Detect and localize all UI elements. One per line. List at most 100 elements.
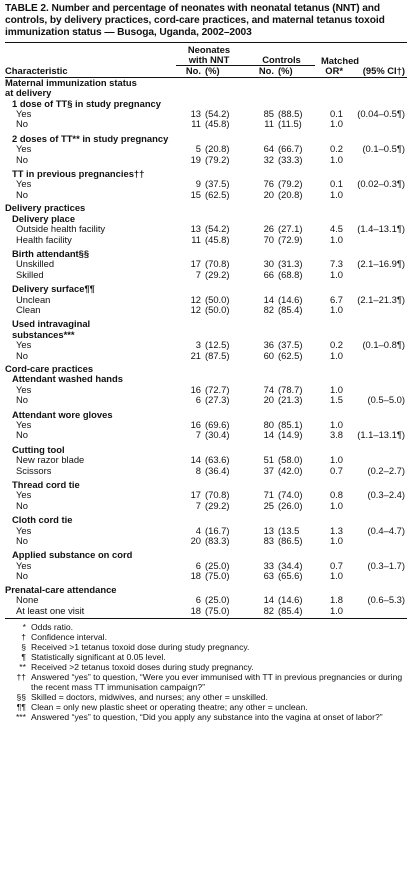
cell-nnt-percent: (79.2) <box>205 153 230 165</box>
cell-odds-ratio: 1.3 <box>329 524 343 536</box>
footnote-text: Clean = only new plastic sheet or operat… <box>31 701 308 712</box>
table-row: No 20 (83.3) 83 (86.5) 1.0 <box>5 535 407 547</box>
row-label: No <box>16 570 28 582</box>
cell-control-percent: (68.8) <box>278 268 303 280</box>
cell-control-count: 63 <box>263 570 274 582</box>
cell-control-count: 30 <box>263 258 274 270</box>
cell-control-count: 82 <box>263 604 274 616</box>
subgroup-label: 1 dose of TT§ in study pregnancy <box>12 97 161 109</box>
cell-control-percent: (21.3) <box>278 394 303 406</box>
cell-control-count: 14 <box>263 429 274 441</box>
table-row: No 19 (79.2) 32 (33.3) 1.0 <box>5 153 407 165</box>
row-label: Outside health facility <box>16 223 106 235</box>
row-label: Yes <box>16 559 32 571</box>
cell-nnt-count: 3 <box>195 339 201 351</box>
cell-control-count: 14 <box>263 594 274 606</box>
cell-nnt-percent: (70.8) <box>205 258 230 270</box>
cell-control-percent: (27.1) <box>278 223 303 235</box>
cell-control-count: 64 <box>263 143 274 155</box>
cell-control-count: 33 <box>263 559 274 571</box>
cell-control-count: 14 <box>263 293 274 305</box>
cell-control-percent: (65.6) <box>278 570 303 582</box>
cell-nnt-count: 14 <box>190 454 201 466</box>
cell-confidence-interval <box>343 351 407 361</box>
cell-control-percent: (14.9) <box>278 429 303 441</box>
cell-nnt-count: 7 <box>195 429 201 441</box>
cell-nnt-count: 13 <box>190 108 201 120</box>
cell-control-count: 76 <box>263 178 274 190</box>
subgroup-label: substances*** <box>12 328 75 340</box>
header-pct-controls: (%) <box>274 66 315 78</box>
cell-odds-ratio: 1.0 <box>329 303 343 315</box>
subgroup-row: Attendant wore gloves <box>5 406 407 420</box>
table-row: Yes 4 (16.7) 13 (13.5 1.3 (0.4–4.7) <box>5 524 407 536</box>
cell-odds-ratio: 1.0 <box>329 454 343 466</box>
table-row: Yes 3 (12.5) 36 (37.5) 0.2 (0.1–0.8¶) <box>5 339 407 351</box>
footnote: ¶¶ Clean = only new plastic sheet or oper… <box>5 702 407 712</box>
cell-confidence-interval: (0.3–2.4) <box>367 489 405 501</box>
cell-confidence-interval <box>343 571 407 581</box>
cell-nnt-count: 4 <box>195 524 201 536</box>
cell-nnt-count: 16 <box>190 383 201 395</box>
cell-nnt-count: 8 <box>195 464 201 476</box>
subgroup-label: TT in previous pregnancies†† <box>12 168 145 180</box>
cell-control-percent: (34.4) <box>278 559 303 571</box>
row-label: Yes <box>16 419 32 431</box>
cell-nnt-percent: (54.2) <box>205 223 230 235</box>
row-label: No <box>16 349 28 361</box>
table-row: None 6 (25.0) 14 (14.6) 1.8 (0.6–5.3) <box>5 594 407 606</box>
cell-nnt-count: 6 <box>195 394 201 406</box>
cell-confidence-interval: (0.02–0.3¶) <box>357 178 405 190</box>
table-row: No 6 (27.3) 20 (21.3) 1.5 (0.5–5.0) <box>5 394 407 406</box>
subgroup-label: Cutting tool <box>12 443 65 455</box>
cell-control-percent: (66.7) <box>278 143 303 155</box>
footnote: ¶ Statistically significant at 0.05 level… <box>5 652 407 662</box>
group-label: at delivery <box>5 87 52 99</box>
cell-nnt-percent: (37.5) <box>205 178 230 190</box>
footnote: † Confidence interval. <box>5 632 407 642</box>
table-row: Unskilled 17 (70.8) 30 (31.3) 7.3 (2.1–16.9¶) <box>5 258 407 270</box>
cell-confidence-interval: (0.1–0.5¶) <box>362 143 405 155</box>
table-row: No 11 (45.8) 11 (11.5) 1.0 <box>5 118 407 130</box>
footnote-mark: †† <box>16 671 26 682</box>
cell-nnt-count: 20 <box>190 535 201 547</box>
cell-control-percent: (85.1) <box>278 419 303 431</box>
cell-confidence-interval: (0.04–0.5¶) <box>357 108 405 120</box>
table-row: Yes 5 (20.8) 64 (66.7) 0.2 (0.1–0.5¶) <box>5 143 407 155</box>
cell-confidence-interval <box>343 235 407 245</box>
cell-control-count: 51 <box>263 454 274 466</box>
cell-nnt-percent: (45.8) <box>205 118 230 130</box>
header-controls: Controls <box>242 54 315 67</box>
cell-control-percent: (31.3) <box>278 258 303 270</box>
footnotes: * Odds ratio. † Confidence interval. § Receiv… <box>5 622 407 722</box>
cell-nnt-count: 15 <box>190 188 201 200</box>
footnote-text: Skilled = doctors, midwives, and nurses;… <box>31 691 268 702</box>
footnote-text: Confidence interval. <box>31 631 107 642</box>
row-label: No <box>16 118 28 130</box>
cell-control-percent: (33.3) <box>278 153 303 165</box>
cell-control-percent: (86.5) <box>278 535 303 547</box>
cell-control-percent: (11.5) <box>278 118 302 130</box>
row-label: No <box>16 429 28 441</box>
footnote: †† Answered “yes” to question, “Were you … <box>5 672 407 692</box>
subgroup-row: 1 dose of TT§ in study pregnancy <box>5 97 407 109</box>
subgroup-label: 2 doses of TT** in study pregnancy <box>12 132 169 144</box>
cell-odds-ratio: 1.0 <box>329 570 343 582</box>
subgroup-row: Thread cord tie <box>5 476 407 490</box>
cell-confidence-interval: (2.1–16.9¶) <box>357 258 405 270</box>
cell-control-percent: (88.5) <box>278 108 303 120</box>
cell-odds-ratio: 1.0 <box>329 188 343 200</box>
cell-nnt-percent: (12.5) <box>205 339 230 351</box>
cell-nnt-percent: (36.4) <box>205 464 230 476</box>
cell-nnt-count: 7 <box>195 499 201 511</box>
cell-control-percent: (72.9) <box>278 233 303 245</box>
table-row: Skilled 7 (29.2) 66 (68.8) 1.0 <box>5 268 407 280</box>
cell-odds-ratio: 1.0 <box>329 349 343 361</box>
cell-control-count: 74 <box>263 383 274 395</box>
cell-control-count: 83 <box>263 535 274 547</box>
header-no: No. <box>176 66 201 78</box>
top-rule <box>5 41 407 43</box>
subgroup-row: Cloth cord tie <box>5 511 407 525</box>
footnote-mark: ** <box>19 661 26 672</box>
